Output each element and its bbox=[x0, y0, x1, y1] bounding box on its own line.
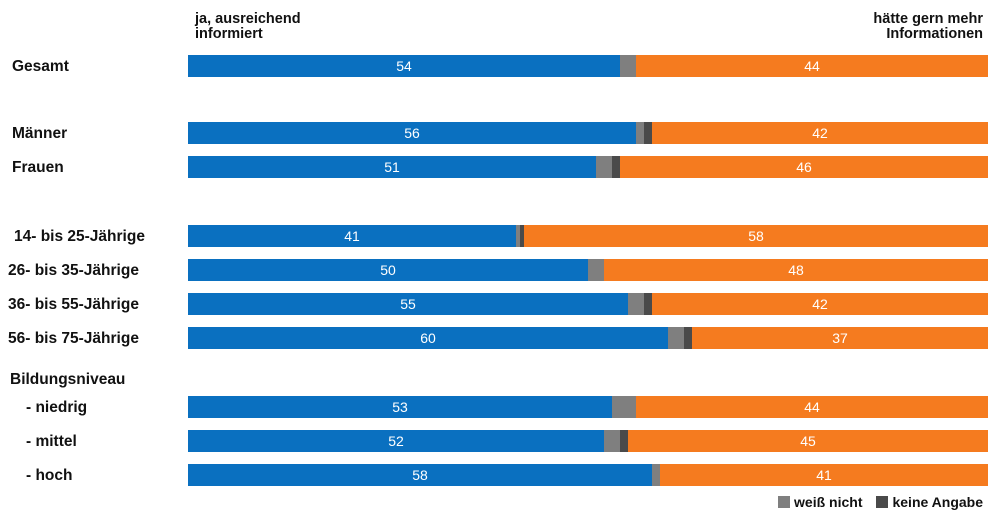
bar-segment bbox=[596, 156, 612, 178]
bar-segment bbox=[588, 259, 604, 281]
bar-segment bbox=[188, 396, 612, 418]
data-label: 53 bbox=[392, 399, 408, 415]
bar-segment bbox=[524, 225, 988, 247]
bar-segment bbox=[604, 259, 988, 281]
data-label: 58 bbox=[412, 467, 428, 483]
bar-segment bbox=[636, 396, 988, 418]
data-label: 60 bbox=[420, 330, 436, 346]
header-left: ja, ausreichend informiert bbox=[195, 12, 395, 42]
header-left-line1: ja, ausreichend bbox=[195, 11, 301, 27]
bar-segment bbox=[620, 55, 636, 77]
data-label: 44 bbox=[804, 58, 820, 74]
bar-segment bbox=[188, 259, 588, 281]
category-label: 56- bis 75-Jährige bbox=[8, 330, 139, 347]
data-label: 50 bbox=[380, 262, 396, 278]
bar-segment bbox=[692, 327, 988, 349]
bar-segment bbox=[684, 327, 692, 349]
bar-segment bbox=[644, 122, 652, 144]
data-label: 58 bbox=[748, 228, 764, 244]
bar-segment bbox=[652, 293, 988, 315]
bar-segment bbox=[188, 156, 596, 178]
bar-segment bbox=[652, 122, 988, 144]
data-label: 42 bbox=[812, 296, 828, 312]
header-right-line1: hätte gern mehr bbox=[873, 11, 983, 27]
data-label: 41 bbox=[816, 467, 832, 483]
data-label: 51 bbox=[384, 159, 400, 175]
category-label: - hoch bbox=[26, 467, 73, 484]
legend-item-weiss-nicht: weiß nicht bbox=[778, 494, 862, 510]
category-label: 14- bis 25-Jährige bbox=[14, 228, 145, 245]
bar-segment bbox=[520, 225, 524, 247]
bar-segment bbox=[604, 430, 620, 452]
data-label: 52 bbox=[388, 433, 404, 449]
bar-segment bbox=[660, 464, 988, 486]
bar-segment bbox=[652, 464, 660, 486]
data-label: 45 bbox=[800, 433, 816, 449]
category-label: Frauen bbox=[12, 159, 64, 176]
bar-segment bbox=[188, 225, 516, 247]
category-label: Männer bbox=[12, 125, 67, 142]
data-label: 44 bbox=[804, 399, 820, 415]
category-label: - mittel bbox=[26, 433, 77, 450]
legend-item-keine-angabe: keine Angabe bbox=[876, 494, 983, 510]
category-label: Gesamt bbox=[12, 58, 69, 75]
data-label: 55 bbox=[400, 296, 416, 312]
bar-segment bbox=[188, 464, 652, 486]
legend-swatch-weiss-nicht bbox=[778, 496, 791, 508]
bar-segment bbox=[628, 430, 988, 452]
bar-segment bbox=[628, 293, 644, 315]
bar-segment bbox=[516, 225, 520, 247]
group-label-bildungsniveau: Bildungsniveau bbox=[10, 371, 125, 388]
bar-segment bbox=[188, 327, 668, 349]
header-right-line2: Informationen bbox=[886, 26, 983, 42]
category-label: 36- bis 55-Jährige bbox=[8, 296, 139, 313]
legend-swatch-keine-angabe bbox=[876, 496, 889, 508]
bar-segment bbox=[620, 156, 988, 178]
bar-segment bbox=[644, 293, 652, 315]
data-label: 54 bbox=[396, 58, 412, 74]
bar-segment bbox=[620, 430, 628, 452]
bar-segment bbox=[636, 55, 988, 77]
bar-segment bbox=[612, 156, 620, 178]
data-label: 37 bbox=[832, 330, 848, 346]
header-left-line2: informiert bbox=[195, 26, 263, 42]
bar-segment bbox=[668, 327, 684, 349]
bar-segment bbox=[612, 396, 636, 418]
legend-label-keine-angabe: keine Angabe bbox=[892, 494, 983, 510]
legend-label-weiss-nicht: weiß nicht bbox=[794, 494, 863, 510]
category-label: - niedrig bbox=[26, 399, 87, 416]
data-label: 56 bbox=[404, 125, 420, 141]
data-label: 42 bbox=[812, 125, 828, 141]
bar-segment bbox=[188, 55, 620, 77]
data-label: 46 bbox=[796, 159, 812, 175]
bar-segment bbox=[188, 293, 628, 315]
category-label: 26- bis 35-Jährige bbox=[8, 262, 139, 279]
data-label: 41 bbox=[344, 228, 360, 244]
legend: weiß nicht keine Angabe bbox=[778, 494, 983, 510]
bar-segment bbox=[188, 430, 604, 452]
header-right: hätte gern mehr Informationen bbox=[783, 12, 983, 42]
data-label: 48 bbox=[788, 262, 804, 278]
bar-segment bbox=[636, 122, 644, 144]
bar-segment bbox=[188, 122, 636, 144]
